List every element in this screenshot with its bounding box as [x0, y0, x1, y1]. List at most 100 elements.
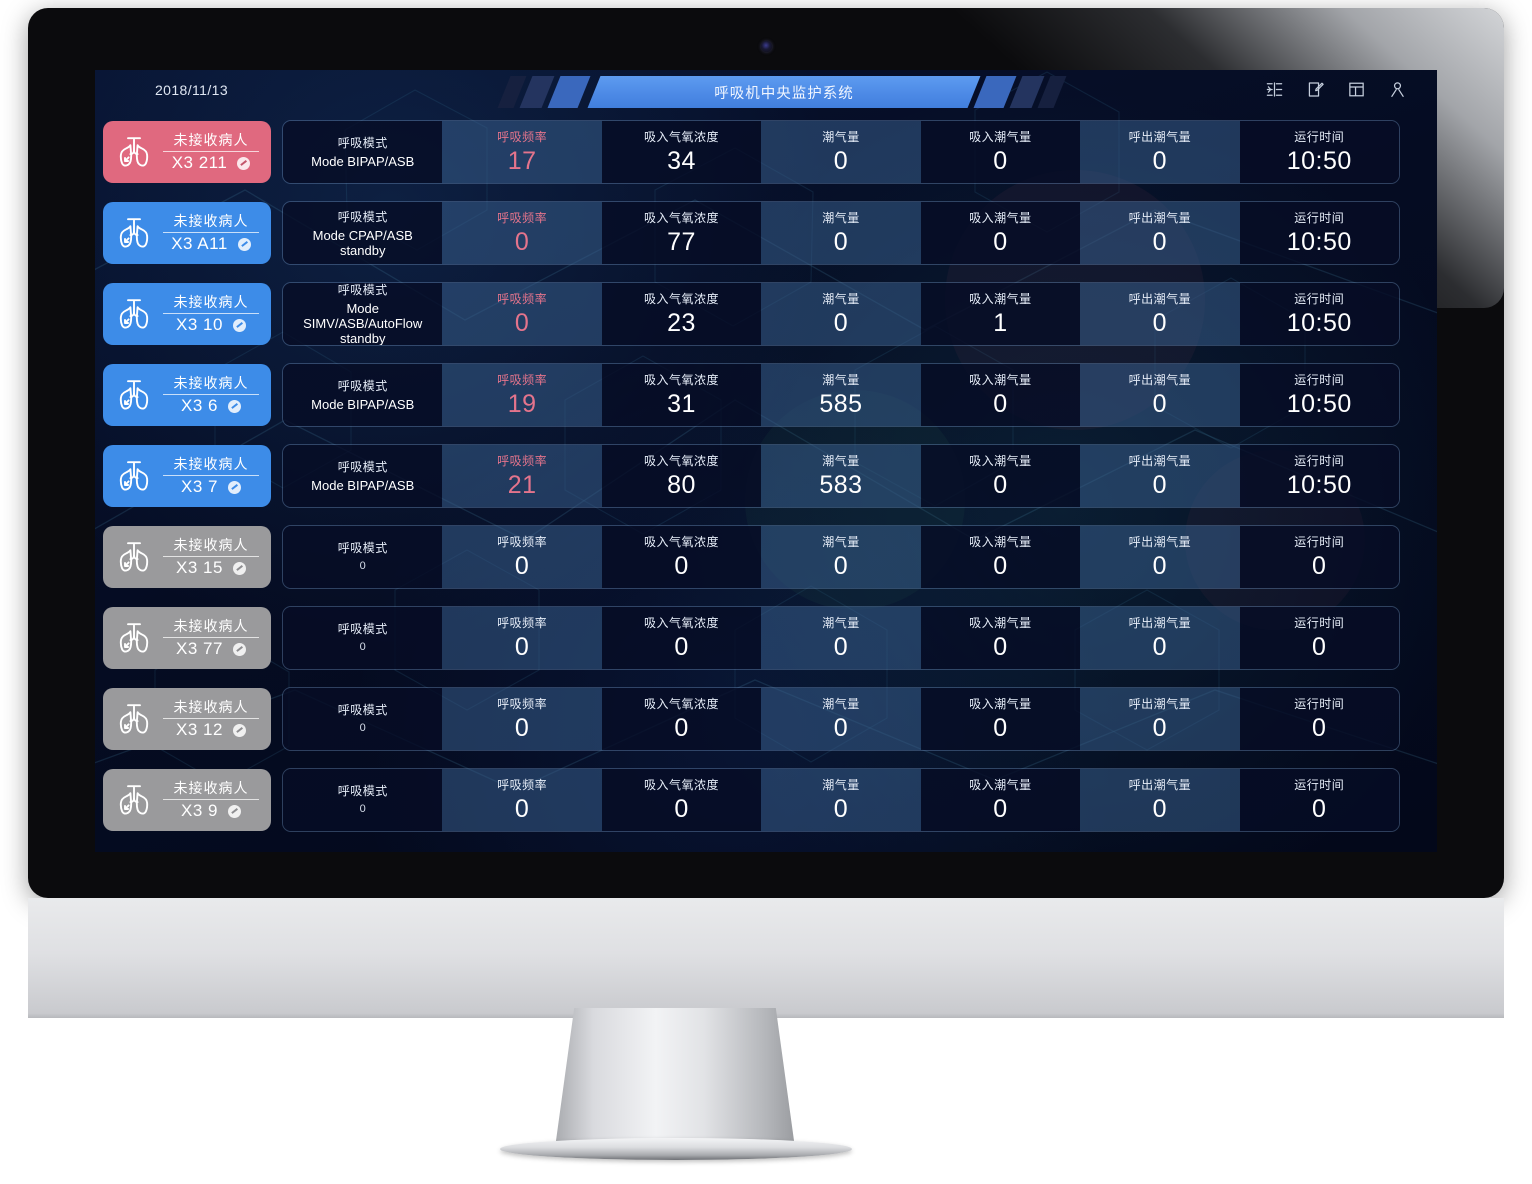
metric-cell-tidal[interactable]: 潮气量 0	[761, 121, 921, 183]
connection-check-icon[interactable]	[227, 399, 241, 413]
connection-check-icon[interactable]	[227, 804, 241, 818]
metric-cell-tidal[interactable]: 潮气量 583	[761, 445, 921, 507]
device-id-line: X3 7	[181, 477, 241, 497]
metric-cell-mode[interactable]: 呼吸模式 0	[283, 607, 443, 669]
connection-check-icon[interactable]	[237, 156, 251, 170]
metric-cell-rate[interactable]: 呼吸频率 0	[442, 526, 602, 588]
metric-value-tidal: 585	[819, 390, 863, 418]
metric-value-tidal_ex: 0	[1152, 390, 1168, 418]
edit-note-icon[interactable]	[1306, 80, 1325, 99]
device-status-label: 未接收病人	[173, 537, 249, 553]
metric-cell-mode[interactable]: 呼吸模式 Mode BIPAP/ASB	[283, 121, 443, 183]
metric-cell-tidal_in[interactable]: 吸入潮气量 0	[920, 202, 1081, 264]
metric-cell-fio2[interactable]: 吸入气氧浓度 0	[601, 688, 762, 750]
metric-cell-rate[interactable]: 呼吸频率 0	[442, 283, 602, 345]
metric-cell-fio2[interactable]: 吸入气氧浓度 0	[601, 607, 762, 669]
metric-cell-rate[interactable]: 呼吸频率 19	[442, 364, 602, 426]
device-card-x3-10[interactable]: 未接收病人 X3 10	[103, 283, 271, 345]
metric-cell-tidal[interactable]: 潮气量 585	[761, 364, 921, 426]
metric-cell-rate[interactable]: 呼吸频率 0	[442, 688, 602, 750]
metric-cell-runtime[interactable]: 运行时间 10:50	[1239, 202, 1399, 264]
metric-cell-rate[interactable]: 呼吸频率 0	[442, 607, 602, 669]
metric-cell-rate[interactable]: 呼吸频率 0	[442, 769, 602, 831]
metric-cell-fio2[interactable]: 吸入气氧浓度 0	[601, 526, 762, 588]
metric-header-rate: 呼吸频率	[497, 778, 548, 792]
metric-cell-tidal_in[interactable]: 吸入潮气量 0	[920, 769, 1081, 831]
card-divider	[163, 637, 259, 638]
metric-cell-rate[interactable]: 呼吸频率 21	[442, 445, 602, 507]
device-card-x3-a11[interactable]: 未接收病人 X3 A11	[103, 202, 271, 264]
metric-header-tidal_ex: 呼出潮气量	[1128, 778, 1192, 792]
metric-value-tidal: 583	[819, 471, 863, 499]
list-indent-icon[interactable]	[1265, 80, 1284, 99]
device-status-label: 未接收病人	[173, 213, 249, 229]
metric-cell-tidal_ex[interactable]: 呼出潮气量 0	[1080, 364, 1240, 426]
metric-cell-mode[interactable]: 呼吸模式 0	[283, 688, 443, 750]
metric-cell-fio2[interactable]: 吸入气氧浓度 34	[601, 121, 762, 183]
metric-cell-runtime[interactable]: 运行时间 10:50	[1239, 283, 1399, 345]
connection-check-icon[interactable]	[232, 723, 246, 737]
metric-value-tidal_in: 0	[993, 228, 1008, 256]
metric-cell-runtime[interactable]: 运行时间 0	[1239, 769, 1399, 831]
metric-cell-runtime[interactable]: 运行时间 0	[1239, 688, 1399, 750]
metric-cell-tidal_ex[interactable]: 呼出潮气量 0	[1080, 202, 1240, 264]
device-card-x3-211[interactable]: 未接收病人 X3 211	[103, 121, 271, 183]
connection-check-icon[interactable]	[232, 642, 246, 656]
metric-cell-tidal_ex[interactable]: 呼出潮气量 0	[1080, 607, 1240, 669]
metric-cell-runtime[interactable]: 运行时间 10:50	[1239, 121, 1399, 183]
metric-cell-runtime[interactable]: 运行时间 0	[1239, 607, 1399, 669]
metric-cell-rate[interactable]: 呼吸频率 0	[442, 202, 602, 264]
metric-cell-tidal_ex[interactable]: 呼出潮气量 0	[1080, 526, 1240, 588]
metric-cell-tidal_ex[interactable]: 呼出潮气量 0	[1080, 445, 1240, 507]
metric-cell-tidal[interactable]: 潮气量 0	[761, 202, 921, 264]
connection-check-icon[interactable]	[232, 318, 246, 332]
device-card-x3-6[interactable]: 未接收病人 X3 6	[103, 364, 271, 426]
metric-cell-fio2[interactable]: 吸入气氧浓度 23	[601, 283, 762, 345]
metric-cell-tidal_in[interactable]: 吸入潮气量 0	[920, 121, 1081, 183]
metric-cell-runtime[interactable]: 运行时间 0	[1239, 526, 1399, 588]
metric-cell-fio2[interactable]: 吸入气氧浓度 31	[601, 364, 762, 426]
device-card-x3-77[interactable]: 未接收病人 X3 77	[103, 607, 271, 669]
metric-cell-tidal_in[interactable]: 吸入潮气量 0	[920, 688, 1081, 750]
metric-value-mode: 0	[359, 641, 366, 653]
device-card-x3-15[interactable]: 未接收病人 X3 15	[103, 526, 271, 588]
metric-cell-fio2[interactable]: 吸入气氧浓度 77	[601, 202, 762, 264]
metric-value-tidal_ex: 0	[1152, 633, 1168, 661]
metric-cell-tidal[interactable]: 潮气量 0	[761, 607, 921, 669]
metric-cell-tidal_ex[interactable]: 呼出潮气量 0	[1080, 283, 1240, 345]
metric-cell-tidal[interactable]: 潮气量 0	[761, 283, 921, 345]
metric-cell-tidal_in[interactable]: 吸入潮气量 0	[920, 607, 1081, 669]
device-card-x3-12[interactable]: 未接收病人 X3 12	[103, 688, 271, 750]
connection-check-icon[interactable]	[227, 480, 241, 494]
metric-cell-tidal[interactable]: 潮气量 0	[761, 769, 921, 831]
metric-cell-runtime[interactable]: 运行时间 10:50	[1239, 364, 1399, 426]
metric-cell-tidal[interactable]: 潮气量 0	[761, 526, 921, 588]
metric-cell-tidal_in[interactable]: 吸入潮气量 1	[920, 283, 1081, 345]
metric-cell-mode[interactable]: 呼吸模式 Mode BIPAP/ASB	[283, 445, 443, 507]
metric-cell-mode[interactable]: 呼吸模式 Mode CPAP/ASB standby	[283, 202, 443, 264]
device-card-x3-7[interactable]: 未接收病人 X3 7	[103, 445, 271, 507]
metric-cell-mode[interactable]: 呼吸模式 0	[283, 769, 443, 831]
metric-cell-tidal_in[interactable]: 吸入潮气量 0	[920, 445, 1081, 507]
metric-cell-tidal_in[interactable]: 吸入潮气量 0	[920, 526, 1081, 588]
metric-cell-fio2[interactable]: 吸入气氧浓度 80	[601, 445, 762, 507]
metric-cell-mode[interactable]: 呼吸模式 0	[283, 526, 443, 588]
metric-cell-tidal_ex[interactable]: 呼出潮气量 0	[1080, 769, 1240, 831]
device-card-x3-9[interactable]: 未接收病人 X3 9	[103, 769, 271, 831]
metric-cell-tidal[interactable]: 潮气量 0	[761, 688, 921, 750]
user-account-icon[interactable]	[1388, 80, 1407, 99]
metric-cell-fio2[interactable]: 吸入气氧浓度 0	[601, 769, 762, 831]
connection-check-icon[interactable]	[237, 237, 251, 251]
metric-header-fio2: 吸入气氧浓度	[644, 211, 720, 225]
metric-header-tidal_in: 吸入潮气量	[969, 211, 1032, 225]
metric-cell-tidal_ex[interactable]: 呼出潮气量 0	[1080, 121, 1240, 183]
metric-cell-mode[interactable]: 呼吸模式 Mode SIMV/ASB/AutoFlow standby	[283, 283, 443, 345]
metric-cell-mode[interactable]: 呼吸模式 Mode BIPAP/ASB	[283, 364, 443, 426]
metric-cell-rate[interactable]: 呼吸频率 17	[442, 121, 602, 183]
layout-grid-icon[interactable]	[1347, 80, 1366, 99]
metric-cell-tidal_ex[interactable]: 呼出潮气量 0	[1080, 688, 1240, 750]
device-card-text: 未接收病人 X3 7	[156, 455, 271, 497]
connection-check-icon[interactable]	[232, 561, 246, 575]
metric-cell-runtime[interactable]: 运行时间 10:50	[1239, 445, 1399, 507]
metric-cell-tidal_in[interactable]: 吸入潮气量 0	[920, 364, 1081, 426]
